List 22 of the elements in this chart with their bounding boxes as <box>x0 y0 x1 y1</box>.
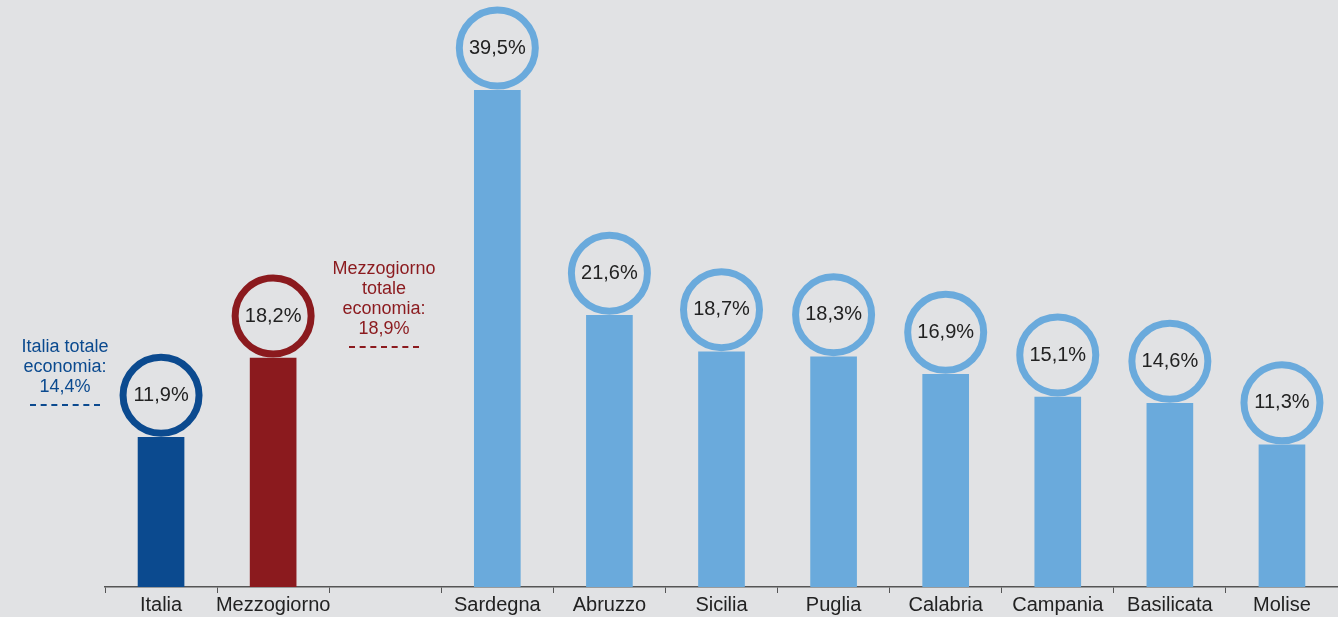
data-label: 39,5% <box>468 35 526 58</box>
data-label: 21,6% <box>581 260 638 283</box>
x-tick-label: Mezzogiorno <box>215 592 331 615</box>
x-tick-label: Basilicata <box>1127 592 1214 615</box>
data-label: 11,3% <box>1254 390 1310 413</box>
data-label: 18,3% <box>805 302 863 325</box>
x-tick-label: Sardegna <box>453 592 542 615</box>
data-label: 18,7% <box>693 297 751 320</box>
x-tick-label: Molise <box>1253 592 1311 615</box>
x-tick-label: Campania <box>1012 592 1105 615</box>
data-label: 18,2% <box>244 303 302 326</box>
data-label: 16,9% <box>917 319 975 342</box>
x-tick-label: Abruzzo <box>572 592 647 615</box>
data-label: 15,1% <box>1029 342 1087 365</box>
x-tick-label: Calabria <box>908 592 984 615</box>
x-tick-label: Sicilia <box>695 592 749 615</box>
annotation: Italia totale economia: 14,4% <box>21 336 109 396</box>
data-label: 14,6% <box>1141 348 1199 371</box>
annotation: Mezzogiorno totale economia: 18,9% <box>332 258 436 338</box>
x-tick-label: Puglia <box>805 592 863 615</box>
data-label: 11,9% <box>133 382 189 405</box>
x-tick-label: Italia <box>139 592 184 615</box>
